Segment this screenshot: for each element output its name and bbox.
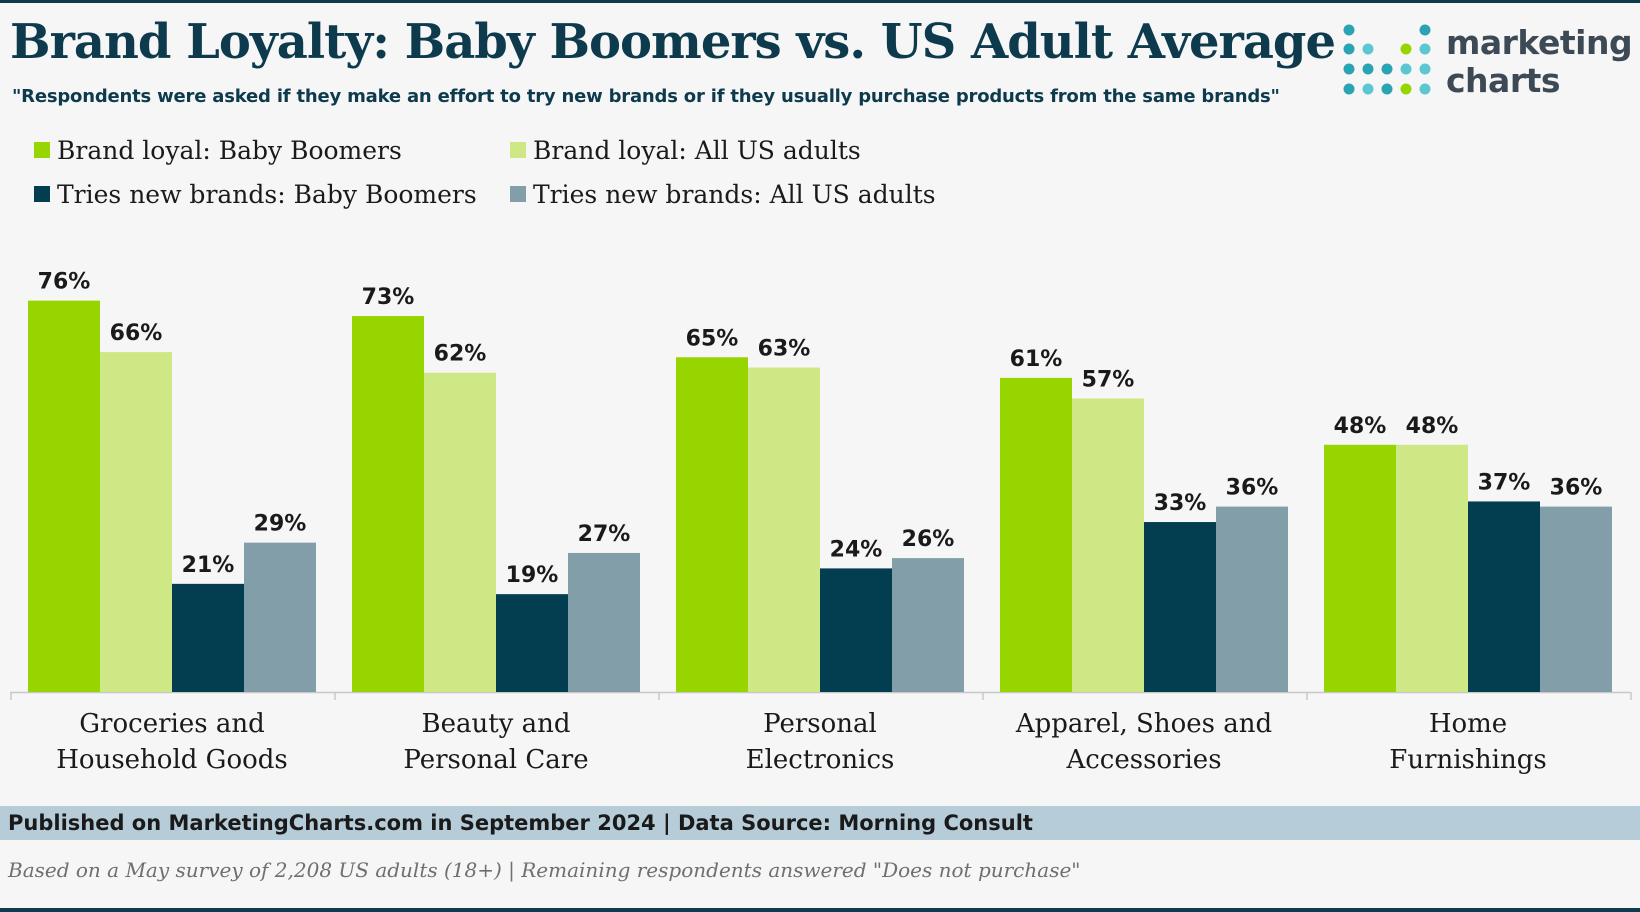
bar (1324, 444, 1396, 692)
legend-label: Brand loyal: Baby Boomers (57, 135, 402, 165)
bar (1468, 501, 1540, 692)
top-rule (0, 0, 1640, 3)
x-axis-category-label: Home (1429, 709, 1507, 739)
logo-line-1: marketing (1446, 23, 1633, 62)
marketingcharts-logo: marketing charts (1338, 24, 1638, 104)
chart-legend: Brand loyal: Baby Boomers Brand loyal: A… (34, 132, 1034, 232)
bottom-rule (0, 908, 1640, 912)
legend-label: Tries new brands: Baby Boomers (57, 179, 477, 209)
bar (100, 352, 172, 692)
legend-item-brand-loyal-boomers: Brand loyal: Baby Boomers (34, 132, 402, 168)
legend-swatch (34, 186, 50, 202)
logo-line-2: charts (1446, 61, 1561, 100)
bar-value-label: 61% (1010, 347, 1063, 372)
logo-wordmark: marketing charts (1446, 23, 1633, 100)
x-axis-category-label: Beauty and (421, 709, 570, 739)
x-axis-category-label: Furnishings (1389, 745, 1546, 775)
bar-value-label: 63% (758, 337, 811, 362)
bar (172, 583, 244, 692)
bar-value-label: 73% (362, 285, 415, 310)
bar-value-label: 24% (830, 537, 883, 562)
legend-item-brand-loyal-all: Brand loyal: All US adults (510, 132, 861, 168)
bar (244, 542, 316, 692)
bar-value-label: 27% (578, 522, 631, 547)
bar-value-label: 76% (38, 270, 91, 295)
bar (424, 372, 496, 692)
chart-subtitle: "Respondents were asked if they make an … (12, 86, 1280, 107)
logo-dots-icon (1343, 24, 1431, 95)
bar (748, 367, 820, 692)
bar (1540, 506, 1612, 692)
legend-swatch (510, 186, 526, 202)
footer-bar: Published on MarketingCharts.com in Sept… (0, 806, 1640, 840)
bar-value-label: 21% (182, 553, 235, 578)
bar-value-label: 48% (1406, 414, 1459, 439)
bar (568, 552, 640, 692)
bar-value-label: 37% (1478, 470, 1531, 495)
legend-item-tries-new-all: Tries new brands: All US adults (510, 176, 936, 212)
legend-label: Brand loyal: All US adults (533, 135, 861, 165)
chart-title: Brand Loyalty: Baby Boomers vs. US Adult… (10, 14, 1336, 70)
bar (1216, 506, 1288, 692)
x-axis-category-label: Accessories (1065, 745, 1221, 775)
x-axis-category-label: Apparel, Shoes and (1015, 709, 1272, 739)
bar (496, 594, 568, 692)
bar (676, 357, 748, 692)
legend-swatch (510, 142, 526, 158)
footer-note: Based on a May survey of 2,208 US adults… (8, 858, 1081, 882)
bar-value-label: 36% (1226, 476, 1279, 501)
bar (892, 558, 964, 692)
bar (1072, 398, 1144, 692)
bar-value-label: 62% (434, 342, 487, 367)
x-axis-category-label: Electronics (746, 745, 895, 775)
x-axis-category-label: Personal Care (403, 745, 588, 775)
x-axis-category-label: Personal (763, 709, 877, 739)
bar-value-label: 66% (110, 321, 163, 346)
bar (1000, 377, 1072, 692)
x-axis-category-label: Groceries and (79, 709, 264, 739)
x-axis-category-label: Household Goods (56, 745, 288, 775)
bar (352, 316, 424, 692)
bar-value-label: 26% (902, 527, 955, 552)
bar-value-label: 65% (686, 326, 739, 351)
bar-value-label: 36% (1550, 476, 1603, 501)
bar-value-label: 19% (506, 563, 559, 588)
legend-label: Tries new brands: All US adults (533, 179, 936, 209)
bar-value-label: 29% (254, 512, 307, 537)
bar-value-label: 33% (1154, 491, 1207, 516)
legend-swatch (34, 142, 50, 158)
footer-published: Published on MarketingCharts.com in Sept… (8, 811, 1033, 835)
bar (1396, 444, 1468, 692)
bar (820, 568, 892, 692)
bar-value-label: 48% (1334, 414, 1387, 439)
bar-value-label: 57% (1082, 367, 1135, 392)
bar-chart: 76% 66% 21% 29% Groceries and Household Goods… (10, 270, 1632, 775)
bar (28, 300, 100, 692)
legend-item-tries-new-boomers: Tries new brands: Baby Boomers (34, 176, 477, 212)
bar (1144, 522, 1216, 692)
